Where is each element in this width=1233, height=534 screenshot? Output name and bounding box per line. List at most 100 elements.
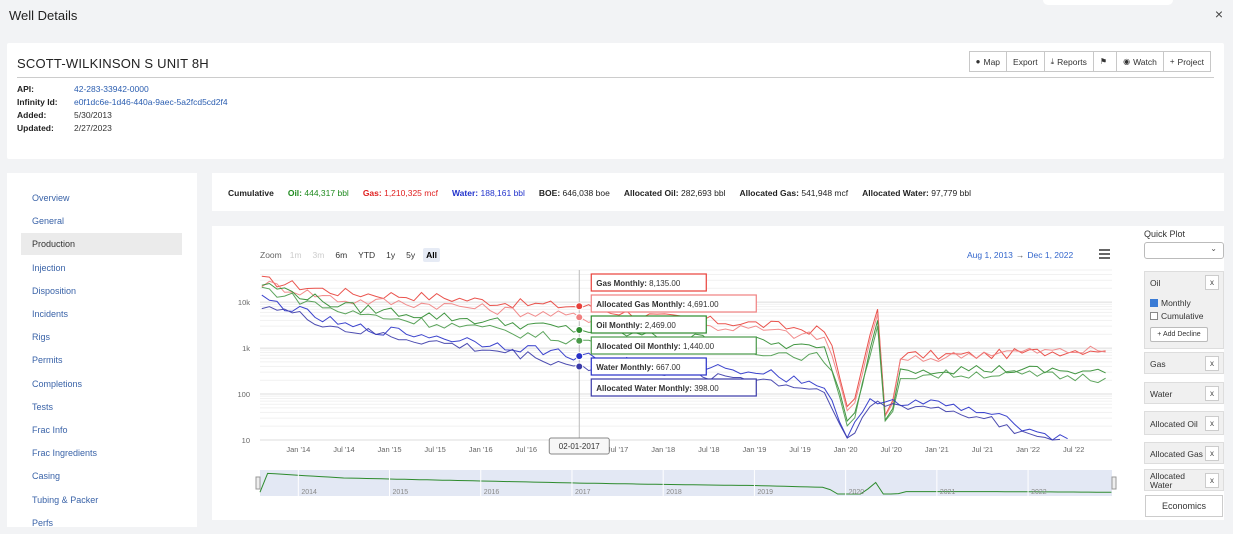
well-name: SCOTT-WILKINSON S UNIT 8H (17, 56, 209, 71)
zoom-3m-button[interactable]: 3m (312, 250, 325, 260)
hover-marker (575, 352, 584, 361)
zoom-1m-button[interactable]: 1m (289, 250, 302, 260)
sidebar-item-incidents[interactable]: Incidents (32, 309, 69, 319)
crosshair-date-label: 02-01-2017 (559, 442, 600, 451)
well-meta: API: 42-283-33942-0000 Infinity Id: e0f1dc… (17, 83, 228, 135)
reports-button[interactable]: ⤓ Reports (1043, 51, 1094, 72)
x-tick-label: Jul '21 (972, 445, 993, 454)
economics-button[interactable]: Economics (1145, 495, 1223, 517)
tooltip-label: Water Monthly: 667.00 (596, 363, 681, 372)
production-chart[interactable]: 10k 1k 100 10 Jan '14 Jul '14 Jan '15 Jul '15 Ja… (212, 226, 1224, 520)
sidebar-item-casing[interactable]: Casing (32, 471, 61, 482)
chart-menu-icon[interactable] (1099, 249, 1110, 261)
sidebar-item-permits[interactable]: Permits (32, 355, 63, 366)
sidebar-item-tests[interactable]: Tests (32, 401, 54, 412)
tooltip-box (590, 315, 707, 334)
sidebar-item-general[interactable]: General (32, 216, 65, 227)
flag-icon: ⚑ (1099, 57, 1108, 66)
production-chart-card: Zoom 1m 3m 6m YTD 1y 5y All Aug 1, 2013 →… (212, 226, 1224, 520)
remove-allocated-water-button[interactable]: x (1205, 473, 1219, 488)
gas-cumulative: Gas: 1,210,325 mcf (362, 188, 438, 198)
zoom-controls: Zoom 1m 3m 6m YTD 1y 5y All (260, 248, 441, 262)
quick-plot-allocated-gas: Allocated Gas x (1144, 442, 1224, 464)
zoom-ytd-button[interactable]: YTD (358, 250, 376, 260)
zoom-6m-button[interactable]: 6m (335, 250, 348, 260)
sidebar-item-rigs[interactable]: Rigs (32, 332, 51, 343)
range-from[interactable]: Aug 1, 2013 (967, 250, 1013, 260)
y-tick-label: 100 (237, 390, 250, 399)
add-decline-button[interactable]: + Add Decline (1150, 327, 1208, 342)
sidebar-item-tubing-packer[interactable]: Tubing & Packer (32, 494, 99, 505)
navigator-tick-label: 2021 (940, 489, 956, 496)
quick-plot-oil: Oil x Monthly Cumulative + Add Decline (1144, 271, 1224, 349)
quick-plot-panel: Quick Plot ⌄ Oil x Monthly Cumulative + … (1144, 229, 1224, 491)
cumulative-label: Cumulative (228, 188, 274, 198)
y-tick-label: 1k (242, 344, 250, 353)
navigator-tick-label: 2018 (666, 489, 682, 496)
watch-button[interactable]: ◉ Watch (1116, 51, 1164, 72)
x-tick-label: Jul '14 (333, 445, 354, 454)
navigator-handle-right[interactable] (1111, 476, 1117, 490)
x-tick-label: Jul '20 (881, 445, 902, 454)
navigator-tick-label: 2019 (757, 489, 773, 496)
remove-allocated-gas-button[interactable]: x (1205, 446, 1219, 461)
range-to[interactable]: Dec 1, 2022 (1027, 250, 1074, 260)
x-tick-label: Jan '22 (1016, 445, 1040, 454)
quick-plot-allocated-water: Allocated Water x (1144, 469, 1224, 491)
sidebar-item-overview[interactable]: Overview (32, 193, 70, 203)
eye-icon: ◉ (1123, 57, 1131, 66)
zoom-all-button[interactable]: All (423, 248, 441, 262)
remove-gas-button[interactable]: x (1205, 356, 1219, 371)
well-header-card: SCOTT-WILKINSON S UNIT 8H ● Map Export ⤓ R… (7, 43, 1224, 159)
remove-allocated-oil-button[interactable]: x (1205, 416, 1219, 431)
x-tick-label: Jul '18 (698, 445, 719, 454)
cumulative-checkbox[interactable]: Cumulative (1150, 311, 1204, 321)
sidebar-item-production[interactable]: Production (21, 233, 182, 256)
hover-marker (575, 336, 584, 345)
x-tick-label: Jan '18 (651, 445, 675, 454)
y-tick-label: 10k (238, 298, 250, 307)
x-tick-label: Jul '16 (516, 445, 537, 454)
tooltip-box (590, 357, 707, 376)
quick-plot-select[interactable]: ⌄ (1144, 242, 1224, 259)
sidebar-item-completions[interactable]: Completions (32, 378, 83, 389)
infinity-id-link[interactable]: e0f1dc6e-1d46-440a-9aec-5a2fcd5cd2f4 (74, 97, 228, 107)
close-icon[interactable]: × (1214, 6, 1223, 22)
api-link[interactable]: 42-283-33942-0000 (74, 84, 149, 94)
x-tick-label: Jul '19 (789, 445, 810, 454)
meta-label: Updated: (17, 123, 54, 133)
x-tick-label: Jan '21 (925, 445, 949, 454)
navigator-tick-label: 2017 (575, 489, 591, 496)
water-cumulative: Water: 188,161 bbl (451, 188, 525, 198)
sidebar-item-perfs[interactable]: Perfs (32, 517, 54, 528)
quick-plot-item-label: Allocated Water (1150, 471, 1185, 490)
map-button[interactable]: ● Map (968, 51, 1008, 72)
sidebar-item-frac-ingredients[interactable]: Frac Ingredients (32, 448, 98, 459)
allocated-oil-cumulative: Allocated Oil: 282,693 bbl (623, 188, 726, 198)
sidebar-item-injection[interactable]: Injection (32, 262, 66, 273)
sidebar-item-disposition[interactable]: Disposition (32, 285, 77, 296)
oil-cumulative: Oil: 444,317 bbl (287, 188, 349, 198)
remove-oil-button[interactable]: x (1205, 275, 1219, 290)
x-tick-label: Jul '17 (607, 445, 628, 454)
hover-marker (575, 313, 584, 322)
quick-plot-water: Water x (1144, 382, 1224, 404)
export-button[interactable]: Export (1006, 51, 1045, 72)
x-tick-label: Jan '16 (469, 445, 493, 454)
zoom-1y-button[interactable]: 1y (386, 250, 396, 260)
modal-title: Well Details (9, 8, 78, 23)
range-arrow: → (1015, 250, 1025, 260)
monthly-checkbox[interactable]: Monthly (1150, 298, 1191, 308)
quick-plot-allocated-oil: Allocated Oil x (1144, 411, 1224, 435)
navigator-handle-left[interactable] (255, 476, 261, 490)
tooltip-label: Allocated Water Monthly: 398.00 (596, 384, 719, 393)
tooltip-label: Allocated Gas Monthly: 4,691.00 (596, 300, 719, 309)
boe-cumulative: BOE: 646,038 boe (538, 188, 610, 198)
flag-button[interactable]: ⚑ (1092, 51, 1118, 72)
project-button[interactable]: + Project (1162, 51, 1211, 72)
remove-water-button[interactable]: x (1205, 386, 1219, 401)
tooltip-box (590, 336, 757, 355)
quick-plot-item-label: Oil (1150, 278, 1161, 288)
zoom-5y-button[interactable]: 5y (406, 250, 416, 260)
sidebar-item-frac-info[interactable]: Frac Info (32, 425, 68, 435)
